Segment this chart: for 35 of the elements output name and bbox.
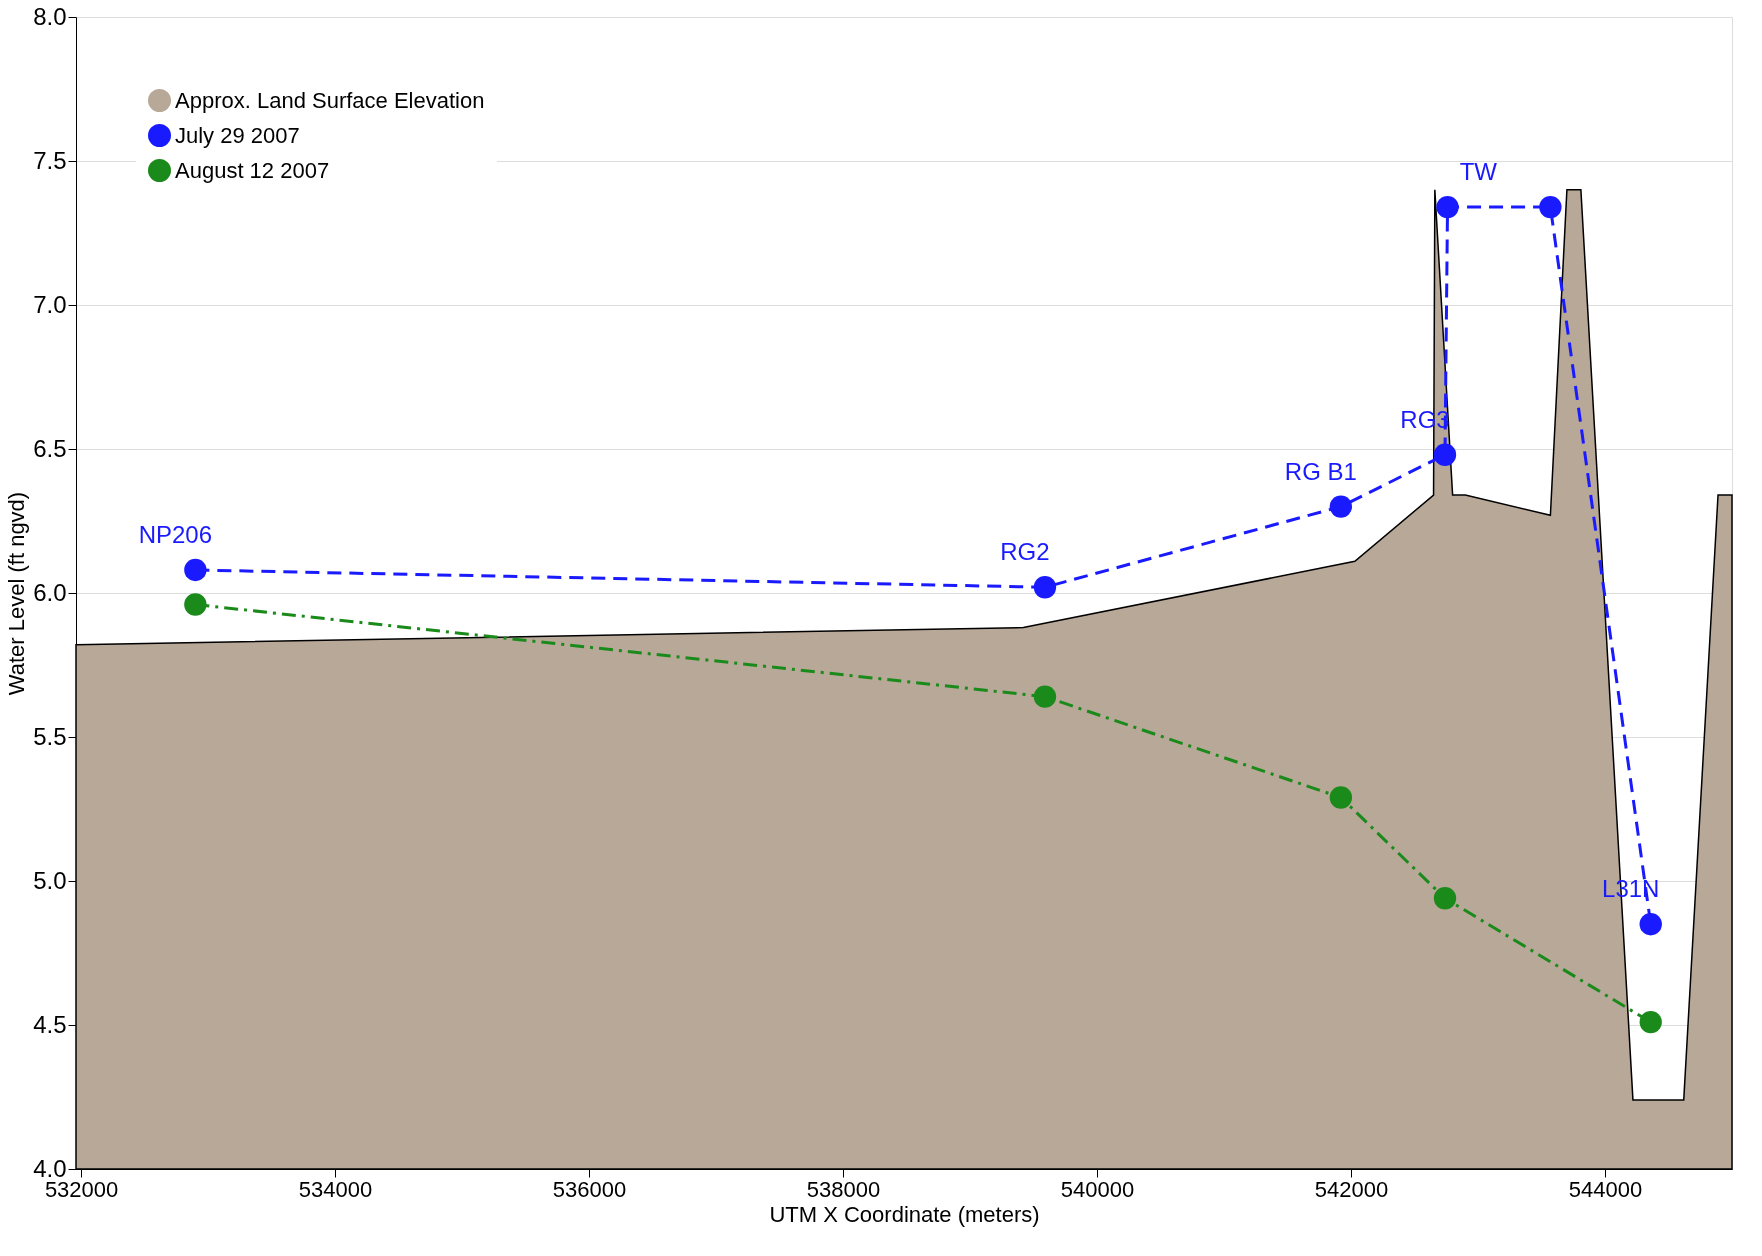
point [1433, 887, 1457, 910]
legend-label: Approx. Land Surface Elevation [175, 87, 485, 113]
x-tick-label: 536000 [552, 1176, 627, 1202]
point [1436, 195, 1459, 219]
x-tick-label: 534000 [298, 1176, 373, 1202]
annotation: TW [1459, 158, 1498, 186]
legend-label: July 29 2007 [175, 122, 300, 148]
annotation: RG2 [1000, 538, 1050, 566]
y-tick-label: 5.5 [33, 722, 67, 750]
legend-label: August 12 2007 [175, 157, 330, 183]
y-axis-title: Water Level (ft ngvd) [4, 491, 30, 696]
y-tick-label: 7.0 [33, 290, 67, 318]
point [184, 558, 207, 582]
point [1639, 1010, 1662, 1034]
x-tick-label: 544000 [1568, 1176, 1643, 1202]
point [1033, 576, 1057, 599]
point [1433, 443, 1457, 466]
y-tick-label: 4.5 [33, 1010, 67, 1038]
point [1329, 786, 1353, 809]
x-axis-title: UTM X Coordinate (meters) [769, 1201, 1040, 1227]
point [1539, 195, 1562, 219]
x-tick-label: 538000 [806, 1176, 881, 1202]
x-tick-label: 540000 [1060, 1176, 1135, 1202]
y-tick-label: 6.0 [33, 578, 67, 606]
point [1033, 685, 1057, 708]
y-tick-label: 8.0 [33, 2, 67, 30]
y-tick-label: 5.0 [33, 866, 67, 894]
point [184, 593, 207, 616]
y-tick-label: 7.5 [33, 146, 67, 174]
point [1329, 495, 1353, 518]
annotation: NP206 [138, 520, 213, 548]
point [1639, 913, 1662, 936]
annotation: RG B1 [1284, 457, 1357, 485]
x-tick-label: 542000 [1314, 1176, 1389, 1202]
y-tick-label: 6.5 [33, 434, 67, 462]
